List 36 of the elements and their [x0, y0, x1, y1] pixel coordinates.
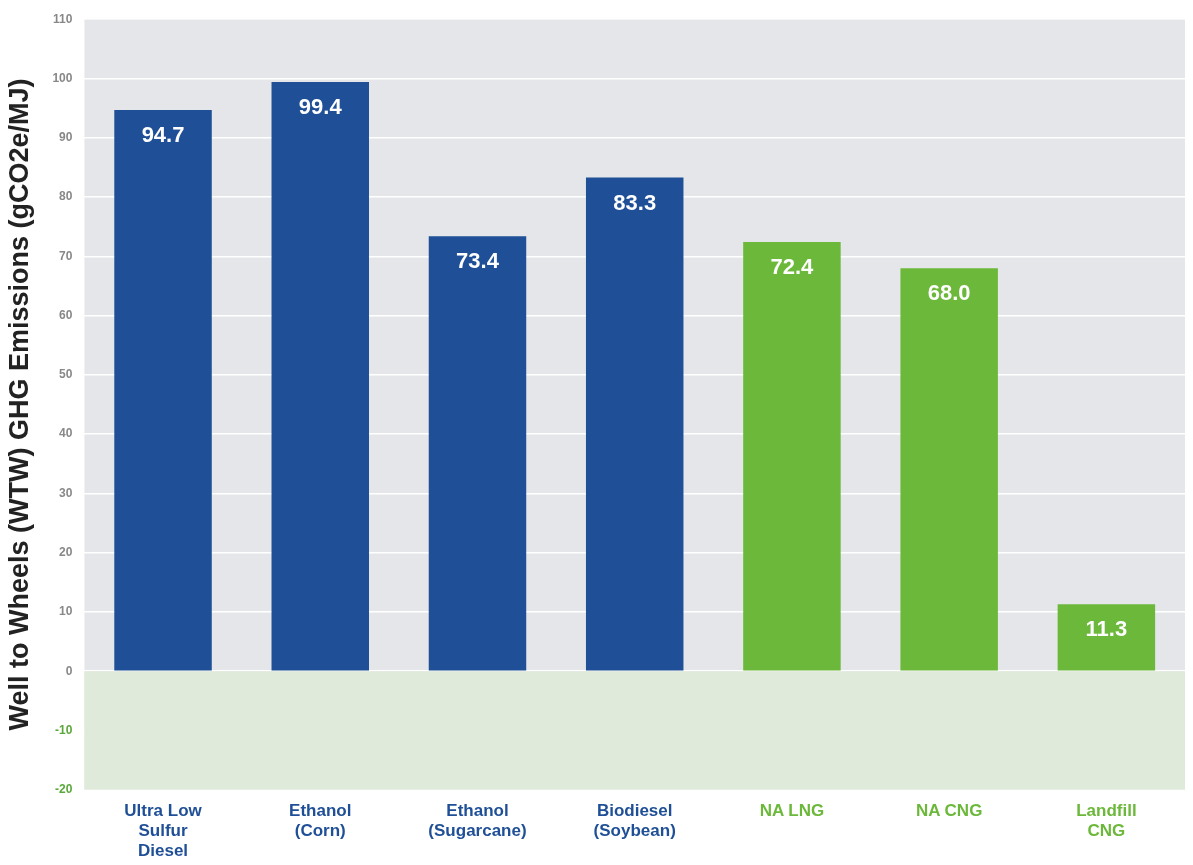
x-tick-label: Biodiesel (Soybean) — [593, 800, 676, 841]
y-tick-label: 0 — [65, 663, 73, 678]
x-tick-label: Ethanol (Sugarcane) — [428, 800, 527, 841]
bar — [585, 177, 684, 671]
y-axis-title: Well to Wheels (WTW) GHG Emissions (gCO2e/MJ) — [3, 78, 34, 731]
bar — [271, 82, 369, 671]
y-tick-label: 110 — [53, 11, 73, 26]
y-tick-label: 90 — [59, 130, 73, 145]
y-tick-label: 50 — [59, 367, 73, 382]
y-tick-label: 10 — [59, 604, 73, 619]
bar — [1057, 604, 1156, 671]
data-label: 94.7 — [141, 121, 185, 147]
y-tick-label: -10 — [55, 722, 73, 737]
y-tick-label: -20 — [55, 782, 73, 797]
y-tick-label: 40 — [59, 426, 73, 441]
y-tick-label: 30 — [59, 485, 73, 500]
bar — [900, 268, 998, 671]
bar — [114, 109, 212, 671]
data-label: 68.0 — [927, 280, 971, 306]
y-tick-label: 80 — [59, 189, 73, 204]
data-label: 83.3 — [613, 189, 657, 215]
bar — [743, 242, 841, 671]
x-tick-label: Ultra Low Sulfur Diesel — [124, 800, 203, 861]
y-tick-label: 60 — [59, 307, 73, 322]
y-tick-label: 100 — [52, 70, 73, 85]
data-label: 99.4 — [298, 94, 343, 120]
x-tick-label: Ethanol (Corn) — [289, 800, 352, 841]
x-tick-label: NA CNG — [915, 800, 983, 820]
bar — [428, 236, 527, 671]
data-label: 11.3 — [1085, 616, 1128, 642]
y-tick-label: 70 — [59, 248, 73, 263]
x-tick-label: Landfill CNG — [1076, 800, 1137, 841]
data-label: 72.4 — [770, 254, 815, 280]
y-tick-label: 20 — [59, 545, 73, 559]
data-label: 73.4 — [456, 248, 500, 274]
x-tick-label: NA LNG — [759, 800, 825, 820]
